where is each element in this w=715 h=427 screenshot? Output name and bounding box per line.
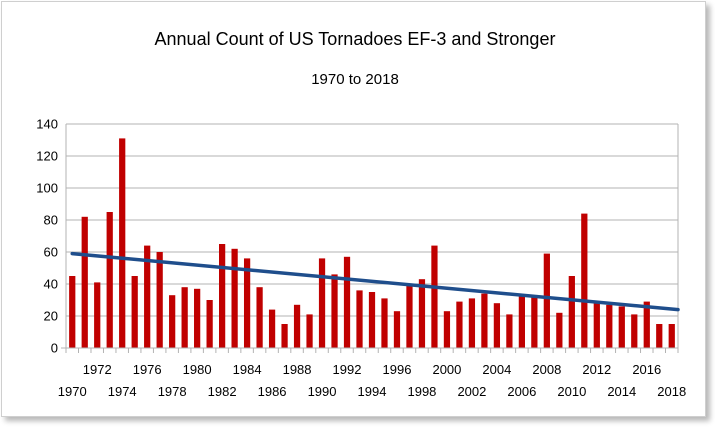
bar (581, 213, 588, 348)
bar (94, 282, 101, 348)
bar (668, 324, 675, 348)
x-tick-label: 1978 (158, 384, 187, 399)
x-tick-label: 1972 (83, 362, 112, 377)
bar (194, 288, 201, 348)
x-tick-label: 1974 (108, 384, 137, 399)
bar-series (69, 138, 675, 348)
y-tick-label: 80 (44, 213, 58, 228)
y-tick-label: 140 (36, 117, 58, 132)
y-tick-label: 120 (36, 149, 58, 164)
bar (268, 309, 276, 348)
y-tick-labels: 0 20 40 60 80 100 120 140 (36, 117, 58, 356)
x-tick-label: 1980 (183, 362, 212, 377)
bar (531, 296, 538, 348)
bar (293, 304, 301, 348)
bar (368, 292, 376, 348)
axes (61, 124, 679, 353)
bar (343, 256, 351, 348)
bar (418, 279, 426, 348)
bar (618, 306, 625, 348)
x-tick-label: 1988 (283, 362, 312, 377)
bar (556, 312, 563, 348)
x-tick-label: 2018 (657, 384, 686, 399)
x-tick-labels: 1972 1976 1980 1984 1988 1992 1996 2000 2004 2008… (58, 362, 686, 399)
bar (169, 295, 176, 348)
bar (506, 314, 513, 348)
bar (543, 253, 550, 348)
x-tick-label: 1982 (208, 384, 237, 399)
x-tick-label: 2016 (632, 362, 661, 377)
bar (456, 301, 463, 348)
bar (281, 324, 288, 348)
bar (406, 285, 413, 348)
trendline (70, 251, 680, 312)
bar (443, 311, 451, 348)
x-tick-label: 1986 (258, 384, 287, 399)
chart-title: Annual Count of US Tornadoes EF-3 and St… (154, 29, 556, 49)
bar (243, 258, 251, 348)
trendline-group (70, 251, 680, 312)
bar (656, 324, 663, 348)
bar (69, 276, 76, 348)
bar (568, 276, 575, 348)
x-tick-label: 1970 (58, 384, 87, 399)
x-tick-label: 2000 (432, 362, 461, 377)
x-tick-label: 2010 (557, 384, 586, 399)
x-tick-label: 1994 (358, 384, 387, 399)
bar (356, 290, 363, 348)
x-tick-label: 2006 (507, 384, 536, 399)
x-tick-label: 2012 (582, 362, 611, 377)
bar (393, 311, 401, 348)
bar (306, 314, 313, 348)
bar (144, 245, 151, 348)
y-tick-label: 0 (51, 341, 58, 356)
x-tick-label: 1990 (308, 384, 337, 399)
bar (431, 245, 438, 348)
bar (643, 301, 650, 348)
bar (81, 216, 88, 348)
chart-subtitle: 1970 to 2018 (311, 71, 399, 88)
x-tick-label: 2014 (607, 384, 636, 399)
bar (518, 295, 525, 348)
bar (231, 248, 238, 348)
bar (481, 293, 488, 348)
x-tick-label: 1998 (407, 384, 436, 399)
bar (493, 303, 501, 348)
y-tick-label: 20 (44, 309, 58, 324)
x-tick-label: 2008 (532, 362, 561, 377)
x-tick-label: 2004 (482, 362, 511, 377)
bar (156, 252, 163, 348)
y-tick-label: 60 (44, 245, 58, 260)
bar (119, 138, 126, 348)
bar (381, 298, 388, 348)
bar (331, 274, 338, 348)
bar (219, 244, 226, 348)
bar (181, 287, 188, 348)
y-tick-label: 40 (44, 277, 58, 292)
x-tick-label: 1996 (383, 362, 412, 377)
bar (106, 212, 113, 348)
x-tick-label: 1976 (133, 362, 162, 377)
bar (593, 303, 600, 348)
bar (468, 298, 476, 348)
x-tick-label: 1992 (333, 362, 362, 377)
bar (131, 276, 138, 348)
bar (631, 314, 638, 348)
bar (256, 287, 263, 348)
bar (206, 300, 213, 348)
y-tick-label: 100 (36, 181, 58, 196)
x-tick-label: 1984 (233, 362, 262, 377)
bar (318, 258, 326, 348)
x-tick-label: 2002 (457, 384, 486, 399)
bar (606, 304, 613, 348)
